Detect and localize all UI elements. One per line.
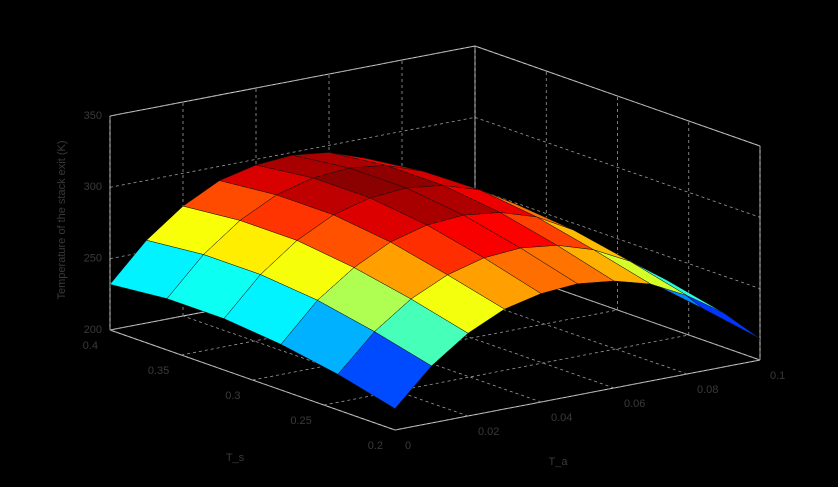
grid-line: [252, 309, 618, 381]
y-tick-label: 0.08: [697, 384, 718, 396]
x-tick-label: 0.25: [290, 415, 311, 427]
z-tick-label: 300: [84, 181, 102, 193]
grid-line: [474, 45, 761, 147]
y-tick-label: 0: [405, 440, 411, 452]
y-tick-label: 0.1: [770, 370, 785, 382]
z-tick-label: 200: [84, 324, 102, 336]
z-tick-label: 250: [84, 253, 102, 265]
grid-line: [109, 329, 396, 431]
grid-line: [474, 116, 761, 218]
x-tick-label: 0.3: [225, 390, 240, 402]
grid-line: [474, 188, 761, 290]
grid-line: [328, 287, 615, 389]
x-tick-label: 0.35: [148, 365, 169, 377]
grid-line: [401, 273, 688, 375]
grid-line: [109, 116, 476, 188]
z-axis-label: Temperature of the stack exit (K): [56, 141, 68, 300]
grid-line: [109, 45, 476, 117]
y-tick-label: 0.04: [551, 412, 572, 424]
grid-line: [109, 259, 476, 331]
x-tick-label: 0.2: [368, 440, 383, 452]
x-axis-label: T_s: [226, 452, 245, 464]
z-tick-label: 350: [84, 110, 102, 122]
x-tick-label: 0.4: [83, 340, 98, 352]
y-tick-label: 0.06: [624, 398, 645, 410]
grid-line: [181, 284, 547, 356]
y-tick-label: 0.02: [478, 426, 499, 438]
surface-cell: [337, 331, 432, 409]
grid-line: [394, 359, 761, 431]
y-axis-label: T_a: [549, 456, 569, 468]
